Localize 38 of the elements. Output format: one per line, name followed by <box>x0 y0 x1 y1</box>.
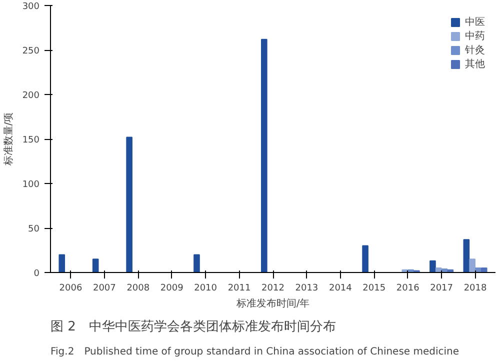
x-tick-label: 2015 <box>362 284 386 294</box>
x-tick-label: 2017 <box>430 284 454 294</box>
legend-label: 中医 <box>465 16 485 29</box>
bar <box>469 258 476 272</box>
x-tick-label: 2016 <box>396 284 420 294</box>
x-tick-label: 2006 <box>59 284 82 294</box>
x-axis-title: 标准发布时间/年 <box>235 298 310 310</box>
x-tick-label: 2013 <box>295 284 318 294</box>
y-tick-label: 0 <box>34 269 40 279</box>
x-tick-label: 2010 <box>194 284 218 294</box>
bar <box>260 38 268 272</box>
y-tick-label: 200 <box>22 91 40 101</box>
legend-label: 针灸 <box>465 44 485 57</box>
legend-label: 中药 <box>465 30 485 43</box>
text: Fig.2 Published time of group standard in China association of Chinese medicine <box>50 346 460 358</box>
text: 图 2 中华中医药学会各类团体标准发布时间分布 <box>50 320 336 334</box>
x-tick-label: 2009 <box>160 284 184 294</box>
bar <box>126 136 132 272</box>
legend-label: 其他 <box>465 58 485 71</box>
y-tick-label: 50 <box>28 224 40 234</box>
x-tick-label: 2018 <box>464 284 487 294</box>
bar <box>194 254 200 272</box>
bar <box>430 260 436 272</box>
y-tick-label: 300 <box>22 2 40 12</box>
bar <box>480 268 488 272</box>
bar <box>463 239 470 272</box>
bar <box>362 245 368 272</box>
y-tick-label: 250 <box>22 46 40 56</box>
bar <box>92 258 99 272</box>
x-tick-label: 2012 <box>262 284 284 294</box>
y-axis-title: 标准数量/项 <box>2 112 14 167</box>
x-tick-label: 2007 <box>92 284 116 294</box>
bar <box>58 254 66 272</box>
x-tick-label: 2008 <box>126 284 150 294</box>
y-tick-label: 100 <box>22 180 40 190</box>
x-tick-label: 2011 <box>228 284 251 294</box>
x-tick-label: 2014 <box>328 284 352 294</box>
y-tick-label: 150 <box>22 136 40 146</box>
